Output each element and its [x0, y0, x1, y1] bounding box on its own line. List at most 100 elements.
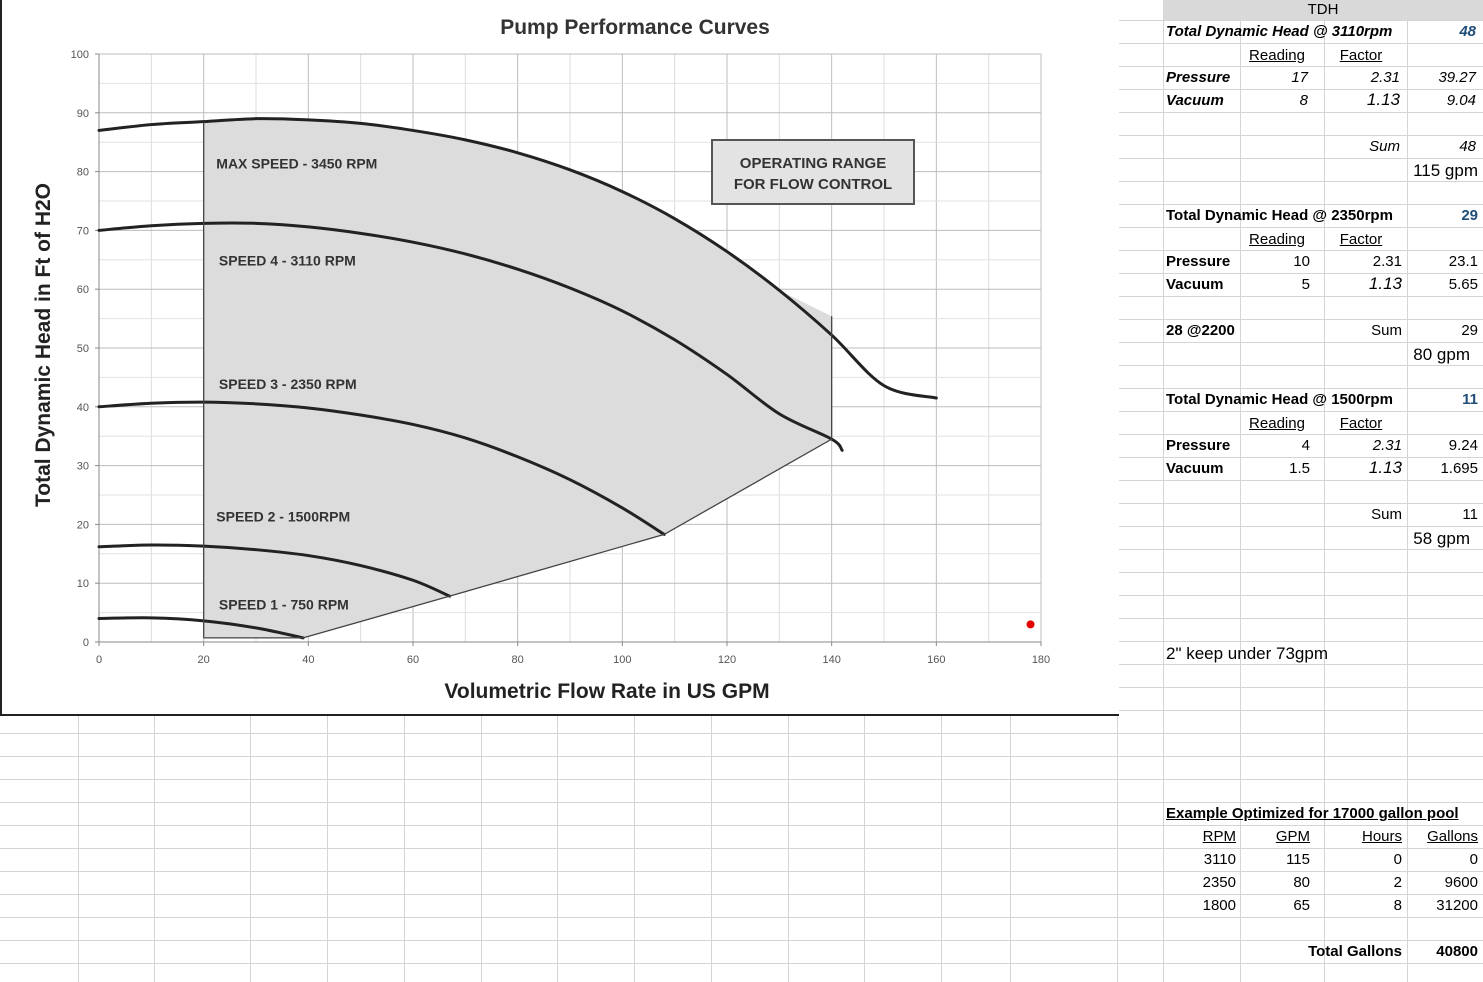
block2-factor-header[interactable]: Factor [1339, 231, 1383, 248]
y-tick-label: 60 [77, 284, 89, 296]
block3-reading-header[interactable]: Reading [1249, 415, 1305, 432]
block2-total[interactable]: 29 [1461, 207, 1478, 224]
block2-vacuum-reading[interactable]: 5 [1301, 276, 1310, 293]
example-row1-gallons[interactable]: 0 [1469, 851, 1478, 868]
example-row1-hours[interactable]: 0 [1393, 851, 1402, 868]
example-header-gallons[interactable]: Gallons [1427, 828, 1478, 845]
block1-pressure-reading[interactable]: 17 [1291, 69, 1308, 86]
y-tick-label: 90 [77, 108, 89, 120]
block1-vacuum-label[interactable]: Vacuum [1166, 92, 1224, 109]
x-tick-label: 100 [613, 654, 631, 666]
operating-range-area [203, 118, 832, 638]
example-row1-gpm[interactable]: 115 [1286, 851, 1310, 868]
block2-vacuum-factor[interactable]: 1.13 [1368, 274, 1402, 293]
y-tick-label: 70 [77, 225, 89, 237]
example-header-rpm[interactable]: RPM [1202, 828, 1236, 845]
x-tick-label: 0 [96, 654, 102, 666]
tdh-header[interactable]: TDH [1163, 0, 1483, 20]
x-tick-label: 120 [718, 654, 736, 666]
example-row3-rpm[interactable]: 1800 [1202, 897, 1236, 914]
label-speed-2: SPEED 2 - 1500RPM [216, 508, 350, 524]
block3-sum-value[interactable]: 11 [1462, 506, 1478, 523]
block2-sum-value[interactable]: 29 [1461, 322, 1478, 339]
example-row3-gallons[interactable]: 31200 [1436, 897, 1478, 914]
example-row2-hours[interactable]: 2 [1393, 874, 1402, 891]
block3-title[interactable]: Total Dynamic Head @ 1500rpm [1166, 391, 1393, 408]
block3-sum-label[interactable]: Sum [1371, 506, 1402, 523]
x-tick-label: 160 [927, 654, 945, 666]
x-tick-label: 60 [407, 654, 419, 666]
example-row3-hours[interactable]: 8 [1393, 897, 1402, 914]
x-tick-label: 20 [198, 654, 210, 666]
block3-gpm[interactable]: 58 gpm [1413, 529, 1470, 548]
block2-title[interactable]: Total Dynamic Head @ 2350rpm [1166, 207, 1393, 224]
total-gallons-value[interactable]: 40800 [1436, 943, 1478, 960]
operating-range-boundary [203, 316, 833, 639]
block1-vacuum-reading[interactable]: 8 [1299, 92, 1308, 109]
label-speed-1: SPEED 1 - 750 RPM [219, 597, 349, 613]
curve-speed-4 [97, 221, 844, 452]
y-tick-label: 100 [71, 49, 89, 61]
y-tick-label: 30 [77, 461, 89, 473]
x-tick-label: 80 [512, 654, 524, 666]
block1-pressure-value[interactable]: 39.27 [1438, 69, 1476, 86]
block3-pressure-value[interactable]: 9.24 [1448, 437, 1478, 454]
block1-pressure-factor[interactable]: 2.31 [1370, 69, 1400, 86]
block3-pressure-label[interactable]: Pressure [1166, 437, 1231, 454]
y-axis-label: Total Dynamic Head in Ft of H2O [32, 183, 55, 507]
example-header-gpm[interactable]: GPM [1275, 828, 1310, 845]
example-row2-rpm[interactable]: 2350 [1202, 874, 1236, 891]
total-gallons-label[interactable]: Total Gallons [1308, 943, 1402, 960]
example-row1-rpm[interactable]: 3110 [1203, 851, 1236, 868]
curve-max-speed [97, 117, 938, 400]
block1-factor-header[interactable]: Factor [1339, 47, 1383, 64]
block3-vacuum-reading[interactable]: 1.5 [1289, 460, 1310, 477]
block3-vacuum-value[interactable]: 1.695 [1440, 460, 1478, 477]
block1-vacuum-factor[interactable]: 1.13 [1366, 90, 1400, 109]
example-row2-gpm[interactable]: 80 [1293, 874, 1310, 891]
marker-layer [1026, 620, 1035, 629]
block3-vacuum-label[interactable]: Vacuum [1166, 460, 1224, 477]
label-speed-4: SPEED 4 - 3110 RPM [219, 253, 356, 269]
block1-vacuum-value[interactable]: 9.04 [1446, 92, 1476, 109]
block1-title[interactable]: Total Dynamic Head @ 3110rpm [1166, 23, 1393, 40]
pipe-note[interactable]: 2" keep under 73gpm [1166, 644, 1328, 663]
block3-total[interactable]: 11 [1462, 391, 1478, 408]
block2-pressure-value[interactable]: 23.1 [1448, 253, 1478, 270]
example-row3-gpm[interactable]: 65 [1293, 897, 1310, 914]
block2-vacuum-label[interactable]: Vacuum [1166, 276, 1224, 293]
label-speed-3: SPEED 3 - 2350 RPM [219, 376, 357, 392]
block1-total[interactable]: 48 [1459, 23, 1476, 40]
y-tick-label: 20 [77, 519, 89, 531]
example-row2-gallons[interactable]: 9600 [1444, 874, 1478, 891]
block2-sum-label[interactable]: Sum [1371, 322, 1402, 339]
example-title[interactable]: Example Optimized for 17000 gallon pool [1166, 805, 1459, 822]
chart-axes: 0 20 40 60 80 100 120 140 160 180 0 10 20 30 40 50 60 70 8… [71, 49, 1051, 666]
block3-factor-header[interactable]: Factor [1339, 415, 1383, 432]
block1-sum-label[interactable]: Sum [1369, 138, 1400, 155]
range-box-line-2: FOR FLOW CONTROL [734, 176, 892, 193]
x-tick-label: 180 [1032, 654, 1050, 666]
block2-gpm[interactable]: 80 gpm [1413, 345, 1470, 364]
block2-pressure-reading[interactable]: 10 [1293, 253, 1310, 270]
block2-note[interactable]: 28 @2200 [1166, 322, 1235, 339]
red-marker-dot [1026, 620, 1035, 629]
block2-pressure-label[interactable]: Pressure [1166, 253, 1231, 270]
block1-gpm[interactable]: 115 gpm [1413, 161, 1478, 180]
block2-pressure-factor[interactable]: 2.31 [1372, 253, 1402, 270]
block1-reading-header[interactable]: Reading [1249, 47, 1305, 64]
block2-vacuum-value[interactable]: 5.65 [1448, 276, 1478, 293]
x-tick-label: 140 [822, 654, 840, 666]
block2-reading-header[interactable]: Reading [1249, 231, 1305, 248]
block3-vacuum-factor[interactable]: 1.13 [1368, 458, 1402, 477]
block3-pressure-reading[interactable]: 4 [1301, 437, 1310, 454]
block1-sum-value[interactable]: 48 [1459, 138, 1476, 155]
y-tick-label: 40 [77, 402, 89, 414]
example-header-hours[interactable]: Hours [1361, 828, 1402, 845]
block3-pressure-factor[interactable]: 2.31 [1372, 437, 1402, 454]
y-tick-label: 10 [77, 578, 89, 590]
chart-panel[interactable]: 0 20 40 60 80 100 120 140 160 180 0 10 20 30 40 50 60 70 8… [0, 0, 1119, 716]
block1-pressure-label[interactable]: Pressure [1166, 69, 1231, 86]
y-tick-label: 0 [83, 637, 89, 649]
pump-performance-chart: 0 20 40 60 80 100 120 140 160 180 0 10 20 30 40 50 60 70 8… [32, 16, 1051, 703]
